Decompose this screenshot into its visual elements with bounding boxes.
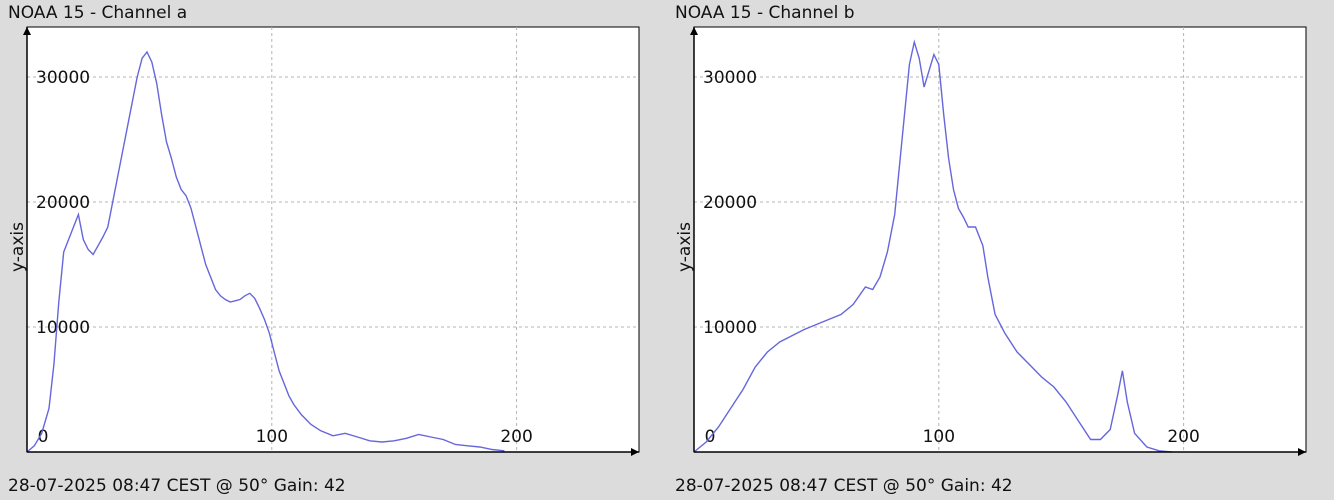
chart-a-y-tick-label-0: 10000 <box>36 318 90 338</box>
chart-a-y-axis-arrow <box>23 27 31 35</box>
chart-b-x-axis-arrow <box>1298 448 1306 456</box>
chart-b-plot-area <box>693 26 1307 453</box>
chart-b-axes <box>690 27 1306 456</box>
chart-b-y-tick-label-1: 20000 <box>703 193 757 213</box>
chart-panel-channel-b: 0 100 200 10000 20000 30000 y-axis NOAA 15 - … <box>667 0 1334 500</box>
chart-a-ticks: 0 100 200 10000 20000 30000 <box>36 68 533 447</box>
chart-b-footer: 28-07-2025 08:47 CEST @ 50° Gain: 42 <box>675 476 1013 496</box>
chart-b-y-axis-arrow <box>690 27 698 35</box>
chart-a-x-tick-label-1: 100 <box>256 427 288 447</box>
chart-b-y-tick-label-2: 30000 <box>703 68 757 88</box>
chart-a-y-axis-label: y-axis <box>8 222 28 272</box>
chart-a-y-tick-label-2: 30000 <box>36 68 90 88</box>
chart-a-plot-area <box>26 26 640 453</box>
chart-a-x-axis-arrow <box>631 448 639 456</box>
chart-b-y-axis-label: y-axis <box>675 222 695 272</box>
chart-b-x-tick-label-2: 200 <box>1167 427 1199 447</box>
chart-b-grid <box>694 27 1306 452</box>
chart-a-x-tick-label-2: 200 <box>500 427 532 447</box>
chart-b-y-tick-label-0: 10000 <box>703 318 757 338</box>
chart-a-y-tick-label-1: 20000 <box>36 193 90 213</box>
chart-a-svg: 0 100 200 10000 20000 30000 y-axis <box>8 26 640 456</box>
chart-panel-channel-a: 0 100 200 10000 20000 30000 y-axis NOAA 15 - … <box>8 3 640 496</box>
chart-a-axes <box>23 27 639 456</box>
chart-b-x-tick-label-1: 100 <box>923 427 955 447</box>
chart-a-series-line <box>26 50 505 453</box>
chart-b-series-line <box>693 39 1172 453</box>
chart-a-x-tick-label-0: 0 <box>38 427 49 447</box>
chart-b-title: NOAA 15 - Channel b <box>675 3 855 23</box>
chart-a-grid <box>27 27 639 452</box>
chart-a-footer: 28-07-2025 08:47 CEST @ 50° Gain: 42 <box>8 476 346 496</box>
chart-a-title: NOAA 15 - Channel a <box>8 3 188 23</box>
